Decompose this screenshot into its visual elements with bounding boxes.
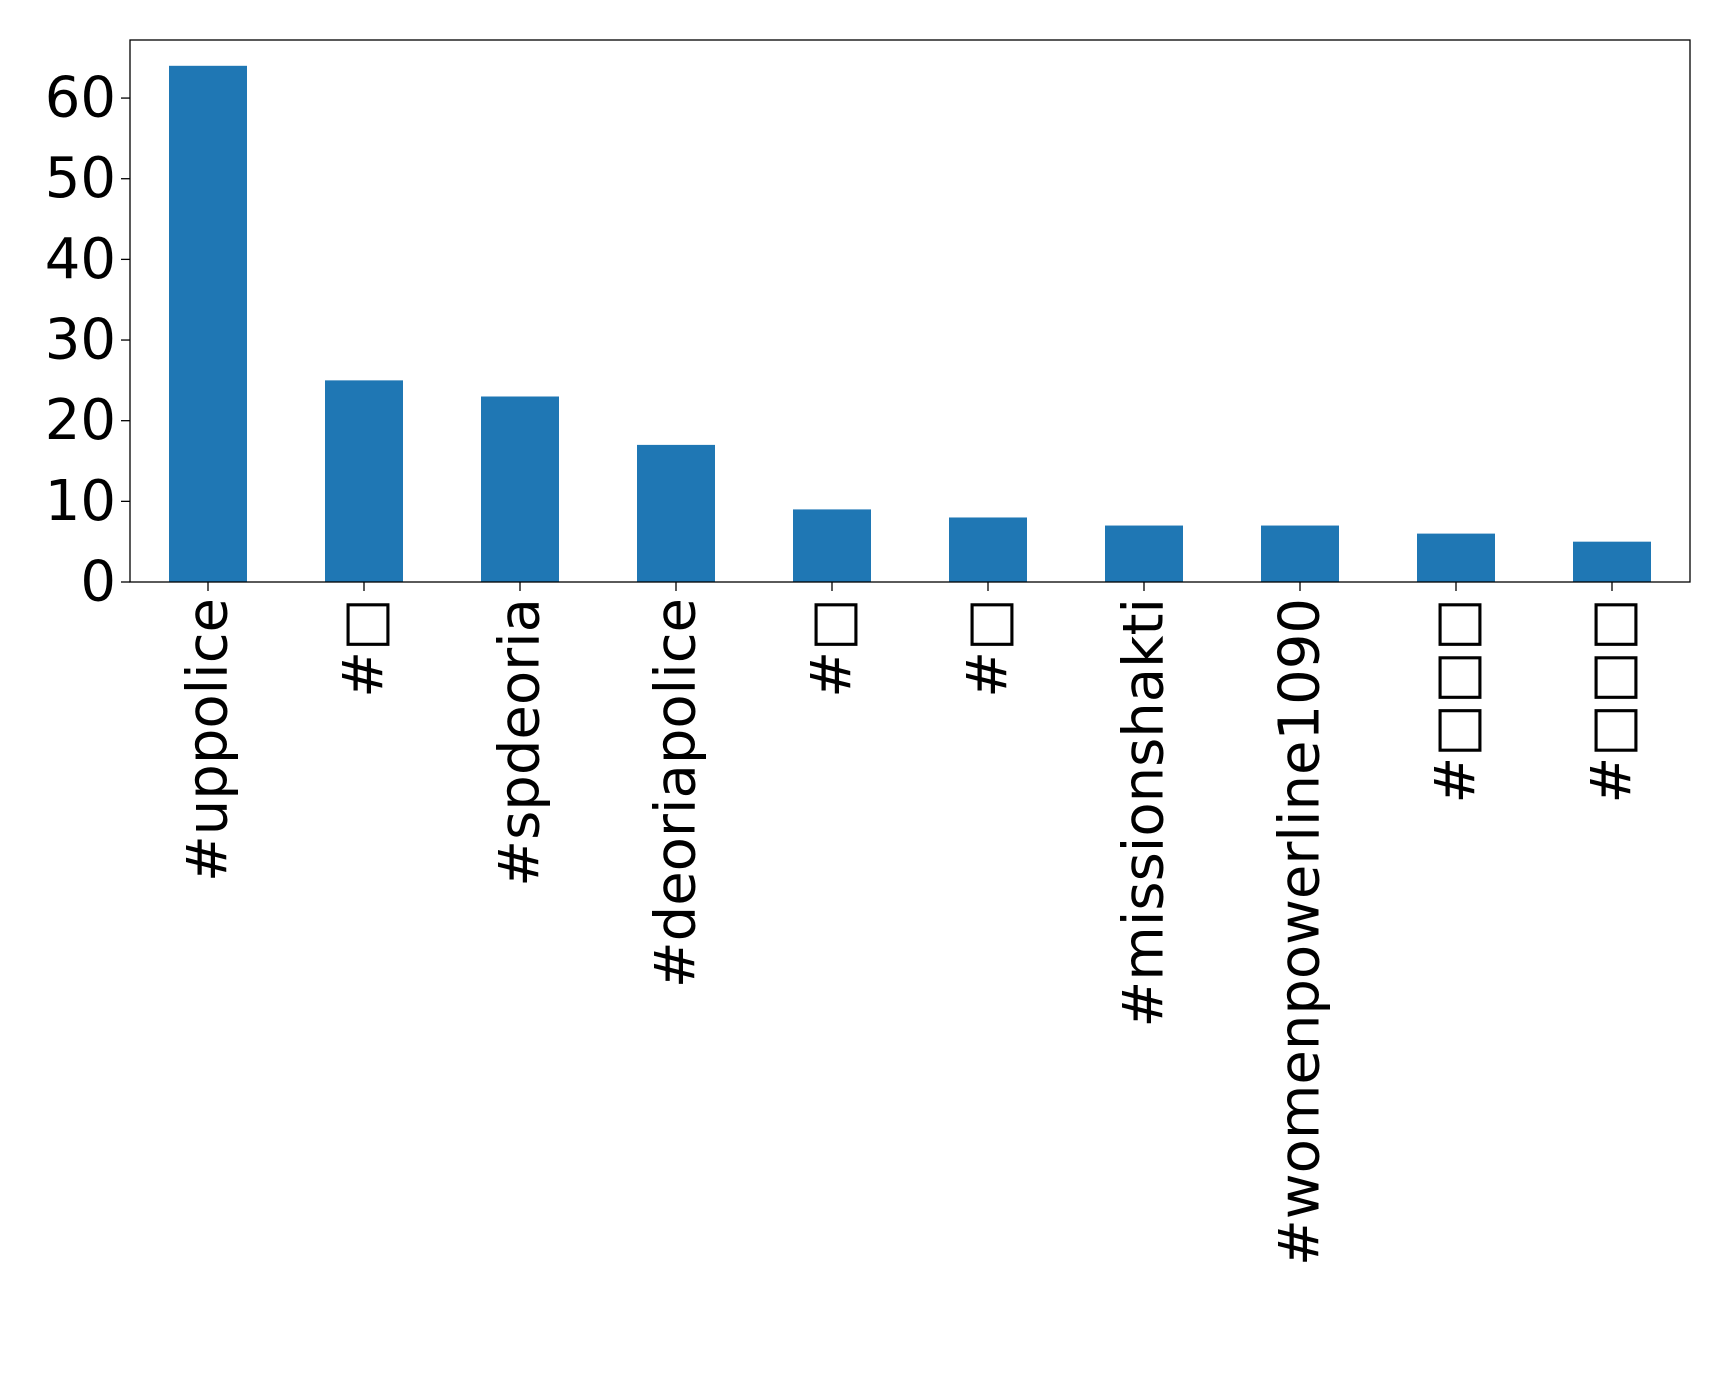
bar [637, 444, 715, 582]
y-axis: 0 10 20 30 40 50 60 [45, 66, 130, 615]
bar [325, 380, 403, 582]
y-tick-label: 30 [45, 308, 116, 373]
x-tick-label: #spdeoria [488, 598, 553, 887]
bar [1105, 525, 1183, 582]
bars-group [169, 65, 1651, 583]
x-tick-label: #□□□ [1580, 598, 1645, 804]
y-tick-label: 60 [45, 66, 116, 131]
bar [1573, 541, 1651, 582]
plot-frame [129, 39, 1691, 583]
y-tick-label: 0 [80, 550, 116, 615]
x-tick-label: #□□□ [1424, 598, 1489, 804]
bar [481, 396, 559, 582]
x-tick-label: #deoriapolice [644, 598, 709, 988]
bar [1261, 525, 1339, 582]
x-tick-label: #□ [956, 598, 1021, 698]
y-tick-label: 50 [45, 146, 116, 211]
y-tick-label: 10 [45, 469, 116, 534]
bar [169, 65, 247, 583]
x-tick-label: #uppolice [176, 598, 241, 882]
bar [1417, 533, 1495, 582]
x-axis: #uppolice #□ #spdeoria #deoriapolice #□ #□ #mi… [176, 582, 1645, 1266]
bar [793, 509, 871, 582]
x-tick-label: #womenpowerline1090 [1268, 598, 1333, 1266]
bar [949, 517, 1027, 582]
x-tick-label: #□ [332, 598, 397, 698]
x-tick-label: #□ [800, 598, 865, 698]
y-tick-label: 40 [45, 227, 116, 292]
y-tick-label: 20 [45, 388, 116, 453]
x-tick-label: #missionshakti [1112, 598, 1177, 1028]
